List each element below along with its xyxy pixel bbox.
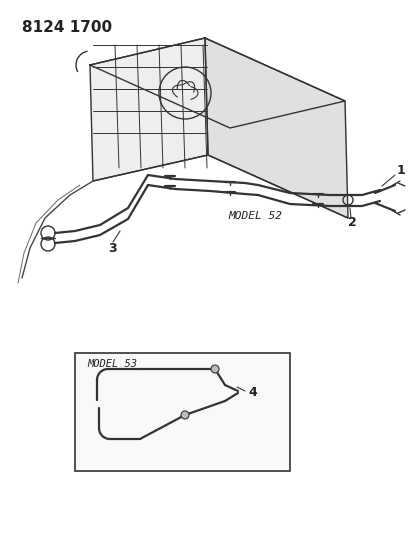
Text: 4: 4 bbox=[247, 386, 256, 400]
Polygon shape bbox=[204, 38, 347, 218]
Text: MODEL 53: MODEL 53 bbox=[87, 359, 137, 369]
Text: MODEL 52: MODEL 52 bbox=[227, 211, 281, 221]
Text: 2: 2 bbox=[347, 216, 356, 230]
Circle shape bbox=[180, 411, 189, 419]
Polygon shape bbox=[90, 38, 344, 128]
Text: 1: 1 bbox=[396, 165, 405, 177]
Polygon shape bbox=[90, 38, 207, 181]
Circle shape bbox=[211, 365, 218, 373]
Text: 8124 1700: 8124 1700 bbox=[22, 20, 112, 35]
Bar bbox=[75, 353, 289, 471]
Text: 3: 3 bbox=[108, 241, 116, 254]
